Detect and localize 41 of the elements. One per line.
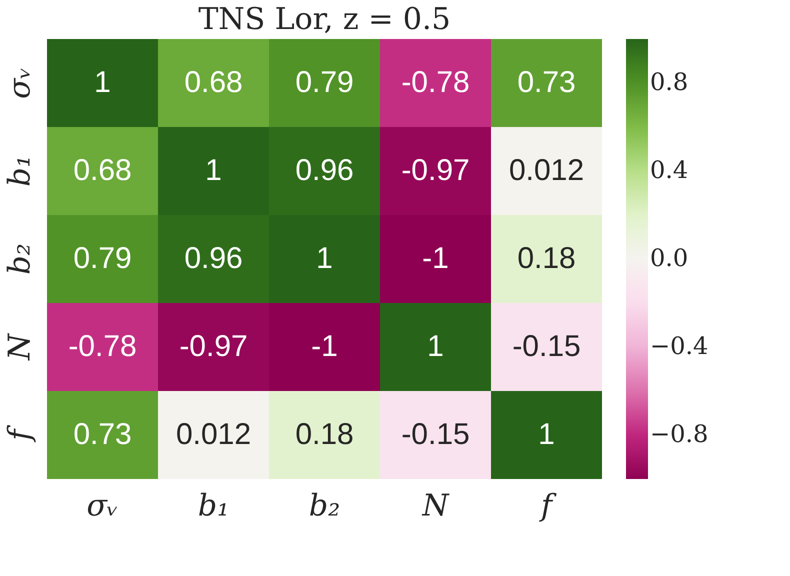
chart-title: TNS Lor, z = 0.5 xyxy=(198,2,451,37)
data-label: 0.012 xyxy=(176,418,252,451)
data-label: -0.15 xyxy=(512,330,581,363)
data-label: 1 xyxy=(94,66,111,99)
data-label: 1 xyxy=(205,154,222,187)
data-label: 0.79 xyxy=(73,242,132,275)
y-tick-label: f xyxy=(2,424,38,443)
data-label: -1 xyxy=(311,330,338,363)
color-bar-label: 0.0 xyxy=(650,244,688,272)
data-label: -0.97 xyxy=(401,154,470,187)
data-label: 0.012 xyxy=(508,154,584,187)
y-tick-label: σᵥ xyxy=(2,67,38,99)
y-tick-label: b₁ xyxy=(2,155,38,187)
data-label: -0.15 xyxy=(401,418,470,451)
data-label: -0.97 xyxy=(179,330,248,363)
data-label: -0.78 xyxy=(401,66,470,99)
x-tick-label: f xyxy=(538,488,557,524)
color-bar-label: −0.8 xyxy=(650,420,708,448)
data-label: 0.18 xyxy=(295,418,354,451)
data-label: 1 xyxy=(427,330,444,363)
data-label: 1 xyxy=(316,242,333,275)
data-label: 0.73 xyxy=(73,418,132,451)
data-label: 0.96 xyxy=(295,154,354,187)
data-label: 0.73 xyxy=(517,66,576,99)
data-label: 0.18 xyxy=(517,242,576,275)
color-bar-label: 0.4 xyxy=(650,156,688,184)
data-label: 0.68 xyxy=(184,66,243,99)
color-bar-label: −0.4 xyxy=(650,332,708,360)
data-label: -1 xyxy=(422,242,449,275)
data-label: 0.79 xyxy=(295,66,354,99)
x-tick-label: N xyxy=(421,488,450,524)
color-bar-label: 0.8 xyxy=(650,68,688,96)
data-label: 1 xyxy=(538,418,555,451)
data-label: -0.78 xyxy=(68,330,137,363)
x-tick-label: σᵥ xyxy=(86,488,118,524)
data-label: 0.96 xyxy=(184,242,243,275)
y-tick-label: b₂ xyxy=(2,243,38,275)
x-tick-label: b₁ xyxy=(198,488,230,524)
y-tick-label: N xyxy=(2,332,38,362)
x-tick-label: b₂ xyxy=(308,488,340,524)
data-label: 0.68 xyxy=(73,154,132,187)
